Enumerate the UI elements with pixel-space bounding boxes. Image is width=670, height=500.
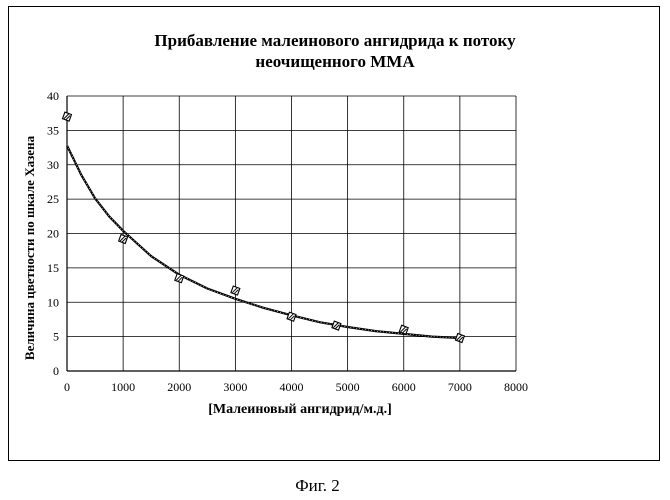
data-point xyxy=(287,312,296,321)
y-tick-label: 0 xyxy=(53,364,59,378)
chart-title-line-2: неочищенного ММА xyxy=(110,51,560,72)
data-point-marker xyxy=(175,274,184,283)
chart-title: Прибавление малеинового ангидрида к пото… xyxy=(110,30,560,72)
x-tick-label: 1000 xyxy=(111,380,135,394)
x-tick-label: 5000 xyxy=(336,380,360,394)
y-axis-label: Величина цветности по шкале Хазена xyxy=(22,108,38,388)
x-tick-label: 8000 xyxy=(504,380,528,394)
y-tick-label: 25 xyxy=(47,192,59,206)
x-tick-label: 3000 xyxy=(223,380,247,394)
data-point xyxy=(119,235,128,244)
data-point xyxy=(332,321,341,330)
data-point xyxy=(175,274,184,283)
x-axis-label: [Малеиновый ангидрид/м.д.] xyxy=(135,402,465,418)
data-point xyxy=(455,334,464,343)
grid-layer xyxy=(67,96,516,371)
data-point xyxy=(399,325,408,334)
data-point-marker xyxy=(332,321,341,330)
x-tick-label: 2000 xyxy=(167,380,191,394)
x-tick-label: 4000 xyxy=(280,380,304,394)
data-point-marker xyxy=(63,112,72,121)
y-tick-label: 35 xyxy=(47,123,59,137)
x-tick-label: 6000 xyxy=(392,380,416,394)
x-tick-label: 7000 xyxy=(448,380,472,394)
y-tick-label: 30 xyxy=(47,158,59,172)
y-tick-label: 20 xyxy=(47,227,59,241)
data-point-marker xyxy=(399,325,408,334)
y-tick-label: 40 xyxy=(47,89,59,103)
data-point-marker xyxy=(287,312,296,321)
figure-caption: Фиг. 2 xyxy=(0,476,635,496)
data-point xyxy=(231,286,240,295)
y-tick-label: 5 xyxy=(53,330,59,344)
chart-title-line-1: Прибавление малеинового ангидрида к пото… xyxy=(110,30,560,51)
data-point-marker xyxy=(119,235,128,244)
y-tick-label: 15 xyxy=(47,261,59,275)
y-tick-label: 10 xyxy=(47,295,59,309)
x-tick-label: 0 xyxy=(64,380,70,394)
data-point xyxy=(63,112,72,121)
data-point-marker xyxy=(231,286,240,295)
data-point-marker xyxy=(455,334,464,343)
